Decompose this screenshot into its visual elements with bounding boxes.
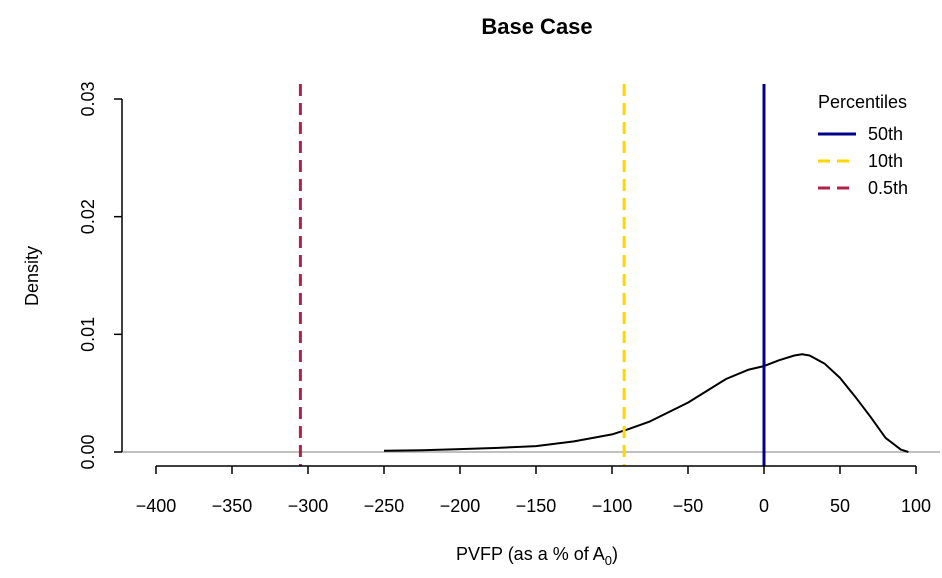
x-axis-label-close: ) xyxy=(612,544,618,564)
legend-title: Percentiles xyxy=(818,92,907,112)
x-axis-label: PVFP (as a % of A0) xyxy=(456,544,618,568)
x-axis: −400 −350 −300 −250 −200 −150 −100 −50 0 50 100 xyxy=(136,465,931,516)
density-curve xyxy=(383,353,909,453)
x-axis-label-main: PVFP (as a % of A xyxy=(456,544,605,564)
x-axis-label-subscript: 0 xyxy=(605,553,612,568)
x-tick-label: −150 xyxy=(516,496,557,516)
y-tick-label: 0.03 xyxy=(78,81,98,116)
x-tick-label: −50 xyxy=(673,496,704,516)
x-tick-label: −100 xyxy=(592,496,633,516)
x-tick-label: −350 xyxy=(212,496,253,516)
legend-label: 50th xyxy=(868,124,903,144)
legend-label: 10th xyxy=(868,151,903,171)
x-tick-label: −300 xyxy=(288,496,329,516)
legend-label: 0.5th xyxy=(868,178,908,198)
y-axis: 0.00 0.01 0.02 0.03 xyxy=(78,81,123,470)
y-axis-label: Density xyxy=(22,246,42,306)
x-tick-label: 0 xyxy=(759,496,769,516)
y-tick-label: 0.02 xyxy=(78,199,98,234)
plot-area xyxy=(122,84,940,466)
x-tick-label: 100 xyxy=(901,496,931,516)
x-tick-label: −250 xyxy=(364,496,405,516)
x-tick-label: −200 xyxy=(440,496,481,516)
y-tick-label: 0.00 xyxy=(78,434,98,469)
x-tick-label: −400 xyxy=(136,496,177,516)
chart-title: Base Case xyxy=(481,14,592,39)
y-tick-label: 0.01 xyxy=(78,317,98,352)
x-tick-label: 50 xyxy=(830,496,850,516)
legend: Percentiles 50th 10th 0.5th xyxy=(818,92,908,198)
